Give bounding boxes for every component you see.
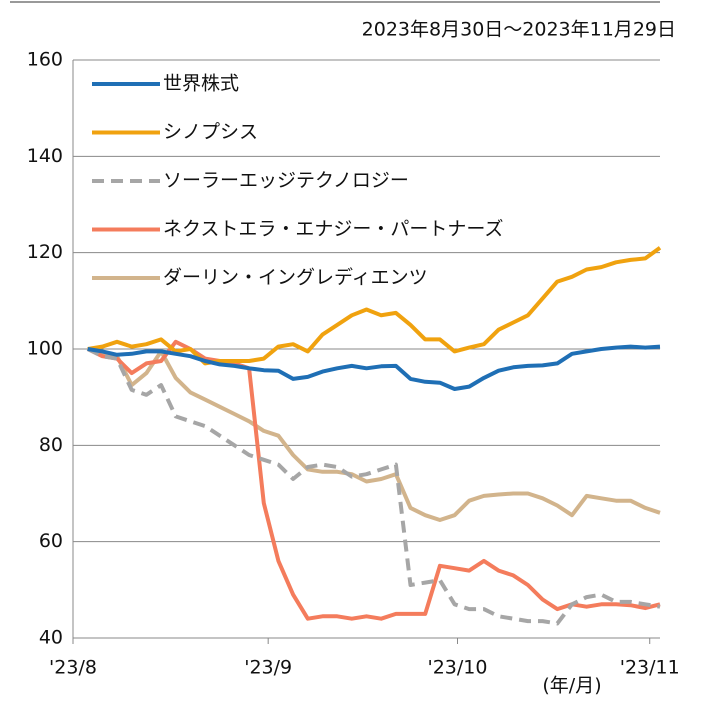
x-tick-label: '23/9	[244, 657, 292, 679]
legend-label: 世界株式	[163, 73, 239, 95]
x-unit-label: (年/月)	[542, 675, 601, 697]
y-tick-label: 140	[27, 145, 63, 167]
y-tick-label: 40	[39, 627, 63, 649]
series-line	[87, 344, 661, 391]
y-tick-label: 100	[27, 338, 63, 360]
series-line	[87, 246, 662, 366]
x-tick-label: '23/11	[620, 657, 680, 679]
series-line	[86, 339, 661, 621]
x-tick-label: '23/8	[49, 657, 97, 679]
y-tick-label: 60	[39, 530, 63, 552]
y-tick-label: 120	[27, 241, 63, 263]
legend-label: シノプシス	[163, 121, 258, 143]
legend-label: ダーリン・イングレディエンツ	[163, 267, 428, 289]
legend-label: ソーラーエッジテクノロジー	[163, 170, 409, 192]
subtitle: 2023年8月30日～2023年11月29日	[362, 19, 676, 41]
series-line	[86, 347, 661, 626]
x-tick-label: '23/10	[427, 657, 487, 679]
legend-label: ネクストエラ・エナジー・パートナーズ	[163, 218, 503, 240]
y-tick-label: 80	[39, 434, 63, 456]
y-tick-label: 160	[27, 49, 63, 71]
series-line	[87, 347, 661, 522]
